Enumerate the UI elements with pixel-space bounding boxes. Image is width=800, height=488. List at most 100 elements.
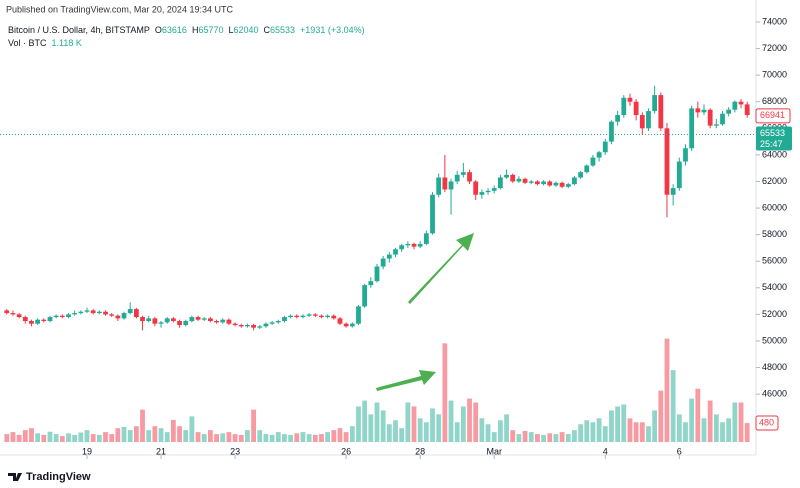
- candle-body: [497, 177, 503, 189]
- y-tick-label: 52000: [762, 309, 787, 319]
- ohlc-value: +1931 (+3.04%): [300, 25, 365, 35]
- candle-body: [652, 95, 658, 112]
- volume-bar: [170, 419, 176, 442]
- candle-body: [140, 317, 145, 322]
- y-tick-label: 56000: [762, 256, 787, 266]
- y-tick-label: 58000: [762, 229, 787, 239]
- volume-bar: [343, 432, 349, 442]
- volume-bar: [609, 410, 614, 442]
- volume-bar: [578, 424, 583, 442]
- candle-body: [393, 249, 398, 255]
- candle-body: [713, 124, 719, 126]
- volume-bar: [707, 400, 713, 442]
- y-tick-label: 48000: [762, 362, 787, 372]
- volume-bar: [738, 402, 744, 442]
- volume-bar: [621, 404, 627, 442]
- y-tick-label: 64000: [762, 149, 787, 159]
- candle-body: [245, 325, 250, 327]
- volume-bar: [121, 427, 127, 442]
- candle-body: [127, 309, 133, 314]
- volume-bar: [423, 422, 429, 442]
- candle-body: [670, 188, 676, 195]
- x-tick-label: 21: [156, 446, 166, 456]
- volume-bar: [72, 434, 78, 442]
- volume-bar: [522, 430, 528, 442]
- volume-bar: [639, 422, 645, 442]
- volume-bar: [454, 422, 460, 442]
- candle-body: [251, 325, 256, 328]
- volume-bar: [547, 433, 553, 442]
- close-tag-label: 66941: [760, 110, 785, 120]
- volume-bar: [510, 430, 516, 442]
- candle-body: [689, 108, 695, 149]
- candle-body: [609, 121, 614, 142]
- candle-body: [633, 101, 639, 116]
- volume-bar: [189, 416, 195, 442]
- volume-bar: [683, 422, 688, 442]
- candle-body: [374, 266, 380, 282]
- candle-body: [152, 318, 158, 324]
- volume-bar: [713, 414, 719, 442]
- logo: TradingView: [8, 471, 91, 483]
- x-tick-label: 26: [341, 446, 351, 456]
- volume-bar: [460, 406, 466, 442]
- volume-bar: [491, 432, 497, 442]
- candle-body: [590, 157, 596, 166]
- candle-body: [695, 108, 701, 113]
- y-tick-label: 62000: [762, 176, 787, 186]
- volume-bar: [29, 428, 34, 442]
- candle-body: [337, 318, 343, 324]
- volume-bar: [59, 436, 65, 442]
- y-tick-label: 70000: [762, 70, 787, 80]
- volume-title: Vol · BTC: [8, 38, 47, 48]
- volume-tag: [755, 415, 779, 431]
- candle-body: [306, 314, 312, 316]
- volume-bar: [282, 434, 287, 442]
- candle-body: [170, 318, 176, 322]
- volume-bar: [572, 430, 577, 442]
- candle-body: [479, 192, 485, 195]
- volume-bar: [78, 432, 84, 442]
- volume-bar: [744, 423, 750, 442]
- candle-body: [47, 317, 53, 322]
- candle-body: [10, 313, 16, 315]
- volume-bar: [269, 434, 275, 442]
- volume-bar: [393, 420, 398, 442]
- candle-body: [195, 317, 201, 320]
- candle-body: [356, 306, 361, 324]
- candle-body: [214, 321, 219, 323]
- volume-bar: [53, 434, 59, 442]
- candle-body: [485, 190, 491, 193]
- candle-body: [343, 323, 349, 327]
- candle-body: [133, 309, 139, 318]
- volume-bar: [652, 410, 658, 442]
- candle-body: [294, 315, 300, 318]
- volume-bar: [103, 432, 108, 442]
- volume-bar: [602, 426, 608, 442]
- volume-bar: [689, 398, 695, 442]
- volume-bar: [405, 402, 411, 442]
- volume-bar: [140, 409, 145, 442]
- volume-bar: [646, 426, 651, 442]
- volume-bar: [633, 422, 639, 442]
- candle-body: [528, 181, 534, 183]
- candle-body: [66, 314, 71, 318]
- candle-body: [300, 315, 306, 318]
- volume-bar: [565, 434, 571, 442]
- y-tick-label: 72000: [762, 43, 787, 53]
- candle-body: [411, 243, 417, 247]
- volume-bar: [695, 388, 701, 442]
- candle-body: [41, 319, 47, 322]
- volume-bar: [238, 434, 244, 442]
- ohlc-key: O: [155, 25, 162, 35]
- volume-bar: [596, 418, 602, 442]
- volume-bar: [615, 406, 621, 442]
- volume-bar: [670, 370, 676, 442]
- volume-bar: [152, 426, 158, 442]
- ohlc-key: C: [264, 25, 271, 35]
- volume-bar: [349, 426, 355, 442]
- volume-bar: [319, 434, 324, 442]
- ohlc-key: L: [228, 25, 233, 35]
- y-tick-label: 46000: [762, 389, 787, 399]
